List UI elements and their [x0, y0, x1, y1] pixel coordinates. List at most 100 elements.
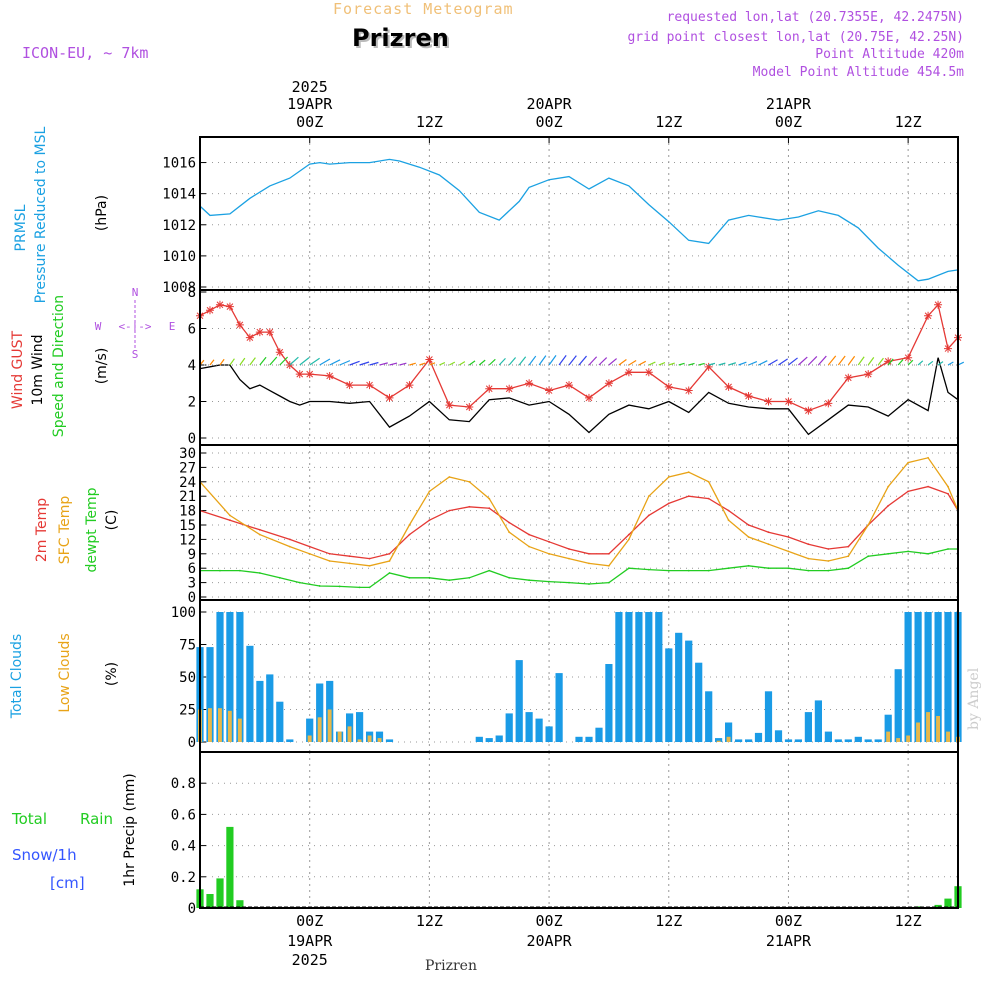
wind-line-10m-wind [199, 357, 959, 436]
wind-direction-arrow [409, 362, 416, 366]
temp-label-dewpt: dewpt Temp [84, 487, 100, 573]
clouds-bar-total-clouds [725, 722, 733, 742]
temp-point [867, 555, 870, 558]
wind-direction-arrow [807, 356, 818, 366]
pressure-ytick-label: 1010 [162, 249, 196, 265]
wind-direction-arrow [927, 360, 934, 366]
clouds-label-total: Total Clouds [9, 633, 25, 719]
wind-direction-arrow [369, 361, 379, 366]
gust-point [764, 397, 773, 406]
gust-point [565, 381, 574, 390]
clouds-bar-total-clouds [754, 732, 763, 742]
temp-point [388, 572, 391, 574]
compass-n: N [132, 286, 139, 299]
wind-direction-arrow [947, 361, 954, 366]
gust-point [744, 392, 753, 401]
wind-label-unit: (m/s) [94, 347, 110, 385]
top-date-label: 19APR [287, 95, 333, 113]
clouds-bar-low-clouds [926, 712, 930, 742]
temp-point [298, 581, 301, 584]
top-year-label: 2025 [292, 78, 328, 96]
temp-point [588, 552, 590, 555]
clouds-bar-total-clouds [944, 612, 952, 742]
top-time-label: 00Z [536, 113, 563, 131]
wind-label-10m: 10m Wind [30, 334, 46, 406]
wind-direction-arrow [857, 356, 865, 366]
clouds-bar-low-clouds [916, 722, 920, 742]
model-label: ICON-EU, ~ 7km [22, 44, 149, 62]
temp-label-2m: 2m Temp [34, 497, 50, 563]
temp-point [548, 552, 550, 555]
gust-point [235, 320, 244, 329]
wind-direction-arrow [229, 358, 235, 366]
gust-point [405, 381, 414, 390]
clouds-bar-total-clouds [505, 713, 513, 742]
temp-point [827, 560, 830, 562]
wind-direction-arrow [459, 361, 466, 366]
wind-direction-arrow [339, 360, 351, 366]
clouds-bar-total-clouds [256, 680, 264, 742]
temp-point [767, 531, 770, 534]
gust-point [724, 382, 733, 391]
clouds-bar-total-clouds [276, 701, 284, 742]
clouds-bar-total-clouds [665, 648, 673, 742]
temp-point [508, 531, 511, 534]
wind-direction-arrow [778, 358, 788, 366]
wind-ytick-label: 6 [188, 322, 196, 338]
temp-point [408, 576, 411, 579]
wind-direction-arrow [768, 359, 778, 366]
wind-direction-arrow [558, 354, 567, 366]
clouds-bar-low-clouds [377, 738, 382, 742]
temperature-ytick-label: 24 [179, 475, 196, 491]
bottom-time-label: 12Z [416, 912, 443, 930]
wind-direction-arrow [837, 355, 846, 366]
clouds-bar-low-clouds [307, 735, 312, 742]
gust-point [325, 371, 334, 380]
wind-direction-arrow [608, 358, 617, 366]
temp-point [219, 569, 221, 572]
gust-point [225, 302, 234, 311]
clouds-bar-total-clouds [884, 714, 892, 742]
wind-ytick-label: 4 [188, 358, 196, 374]
gust-point [904, 353, 913, 362]
temp-point [528, 533, 531, 536]
wind-direction-arrow [887, 358, 894, 366]
pressure-frame [199, 136, 959, 291]
gust-point [255, 328, 264, 337]
temp-point [647, 514, 650, 517]
chart-title: Prizren [352, 24, 449, 52]
clouds-bar-total-clouds [914, 612, 922, 742]
wind-direction-arrow [738, 361, 747, 366]
clouds-bar-low-clouds [716, 740, 721, 742]
clouds-bar-total-clouds [475, 736, 483, 742]
bottom-time-label: 12Z [895, 912, 922, 930]
clouds-bar-total-clouds [236, 612, 244, 742]
clouds-bar-total-clouds [286, 739, 294, 742]
wind-direction-arrow [498, 357, 506, 366]
clouds-label-unit: (%) [104, 661, 120, 687]
wind-direction-arrow [628, 359, 637, 366]
temp-point [907, 550, 910, 553]
clouds-bar-total-clouds [385, 739, 394, 742]
clouds-ytick-label: 0 [188, 735, 196, 751]
temp-point [308, 552, 311, 555]
temp-point [787, 550, 790, 553]
clouds-bar-total-clouds [585, 736, 593, 742]
clouds-ytick-label: 75 [179, 638, 196, 654]
temperature-ytick-label: 0 [188, 590, 196, 606]
temp-point [608, 564, 610, 567]
precip-bar-total-rain [934, 904, 942, 908]
clouds-bar-total-clouds [804, 712, 812, 742]
wind-direction-arrow [877, 357, 884, 366]
wind-direction-arrow [508, 357, 517, 366]
temp-point [667, 502, 670, 505]
temperature-panel [199, 444, 959, 601]
clouds-bar-total-clouds [246, 645, 254, 742]
clouds-bar-low-clouds [327, 709, 332, 742]
wind-panel [196, 289, 965, 446]
temp-point [278, 576, 281, 579]
temp-point [727, 567, 730, 570]
gust-point [465, 402, 474, 411]
gust-point [584, 393, 593, 402]
wind-direction-arrow [399, 362, 407, 366]
